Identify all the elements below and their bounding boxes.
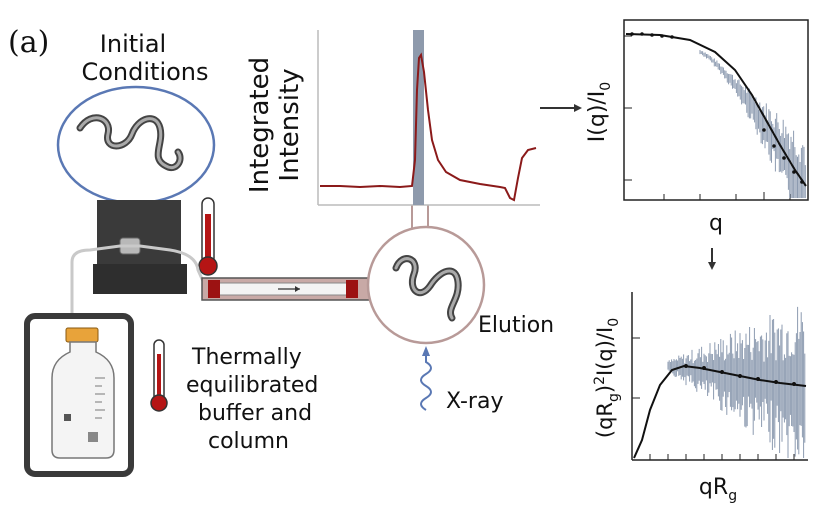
protein-chain-icon	[392, 255, 462, 322]
kratky-y-ticks	[632, 337, 640, 399]
arrow-to-guinier-head	[574, 104, 582, 112]
guinier-y-ticks	[624, 35, 632, 181]
thermometer-icon	[198, 197, 218, 276]
kratky-xlabel: qRg	[699, 475, 737, 504]
kratky-data-point	[720, 370, 724, 374]
buffer-bottle-icon	[24, 313, 134, 477]
kratky-data-point	[792, 382, 796, 386]
chromatogram-ylabel-line1: Integrated	[245, 57, 275, 193]
protein-chain-icon	[76, 114, 184, 171]
kratky-data-point	[738, 374, 742, 378]
chromatogram-ylabel-line2: Intensity	[275, 68, 305, 181]
xray-arrow-icon	[422, 346, 430, 356]
kratky-noise	[667, 306, 806, 458]
panel-label: (a)	[8, 25, 49, 60]
kratky-fit-line	[633, 364, 807, 459]
guinier-data-point	[670, 35, 674, 39]
buffer-label-line4: column	[208, 429, 289, 454]
buffer-label-line2: equilibrated	[186, 373, 318, 398]
initial-conditions-circle	[56, 85, 216, 205]
kratky-data-points	[684, 364, 796, 386]
guinier-data-point	[650, 33, 654, 37]
guinier-plot-frame	[623, 19, 809, 201]
guinier-noise	[699, 50, 806, 198]
guinier-plot	[623, 19, 809, 201]
buffer-label-line3: buffer and	[198, 401, 312, 426]
guinier-data-point	[800, 180, 804, 184]
guinier-data-point	[782, 156, 786, 160]
chromatography-column-icon	[201, 277, 373, 301]
kratky-plot	[631, 292, 808, 461]
kratky-data-point	[756, 377, 760, 381]
elution-label: Elution	[478, 313, 554, 338]
guinier-data-point	[762, 128, 766, 132]
guinier-data-point	[792, 170, 796, 174]
xray-wave-icon	[420, 352, 432, 411]
guinier-data-point	[660, 34, 664, 38]
peak-highlight-band	[413, 30, 424, 205]
guinier-x-ticks	[663, 192, 791, 200]
guinier-data-point	[772, 144, 776, 148]
kratky-x-ticks	[649, 454, 795, 460]
chromatogram-trace	[320, 52, 537, 202]
buffer-label-line1: Thermally	[191, 345, 302, 370]
elution-circle	[366, 225, 486, 345]
guinier-fit-line	[625, 33, 807, 187]
kratky-data-point	[774, 380, 778, 384]
kratky-ylabel: (qRg)2I(q)/I0	[592, 318, 622, 438]
initial-conditions-label-line1: Initial	[100, 30, 166, 58]
xray-label: X-ray	[446, 389, 503, 414]
pump-icon	[93, 200, 187, 294]
kratky-data-point	[684, 364, 688, 368]
guinier-data-points	[630, 32, 804, 184]
guinier-data-point	[630, 32, 634, 36]
guinier-xlabel: q	[709, 211, 723, 236]
initial-conditions-label-line2: Conditions	[81, 58, 208, 86]
kratky-data-point	[702, 366, 706, 370]
guinier-ylabel: I(q)/I0	[585, 82, 614, 142]
tubing	[70, 244, 208, 330]
thermometer-icon	[150, 339, 168, 412]
arrow-to-kratky-head	[708, 262, 716, 270]
guinier-data-point	[640, 32, 644, 36]
